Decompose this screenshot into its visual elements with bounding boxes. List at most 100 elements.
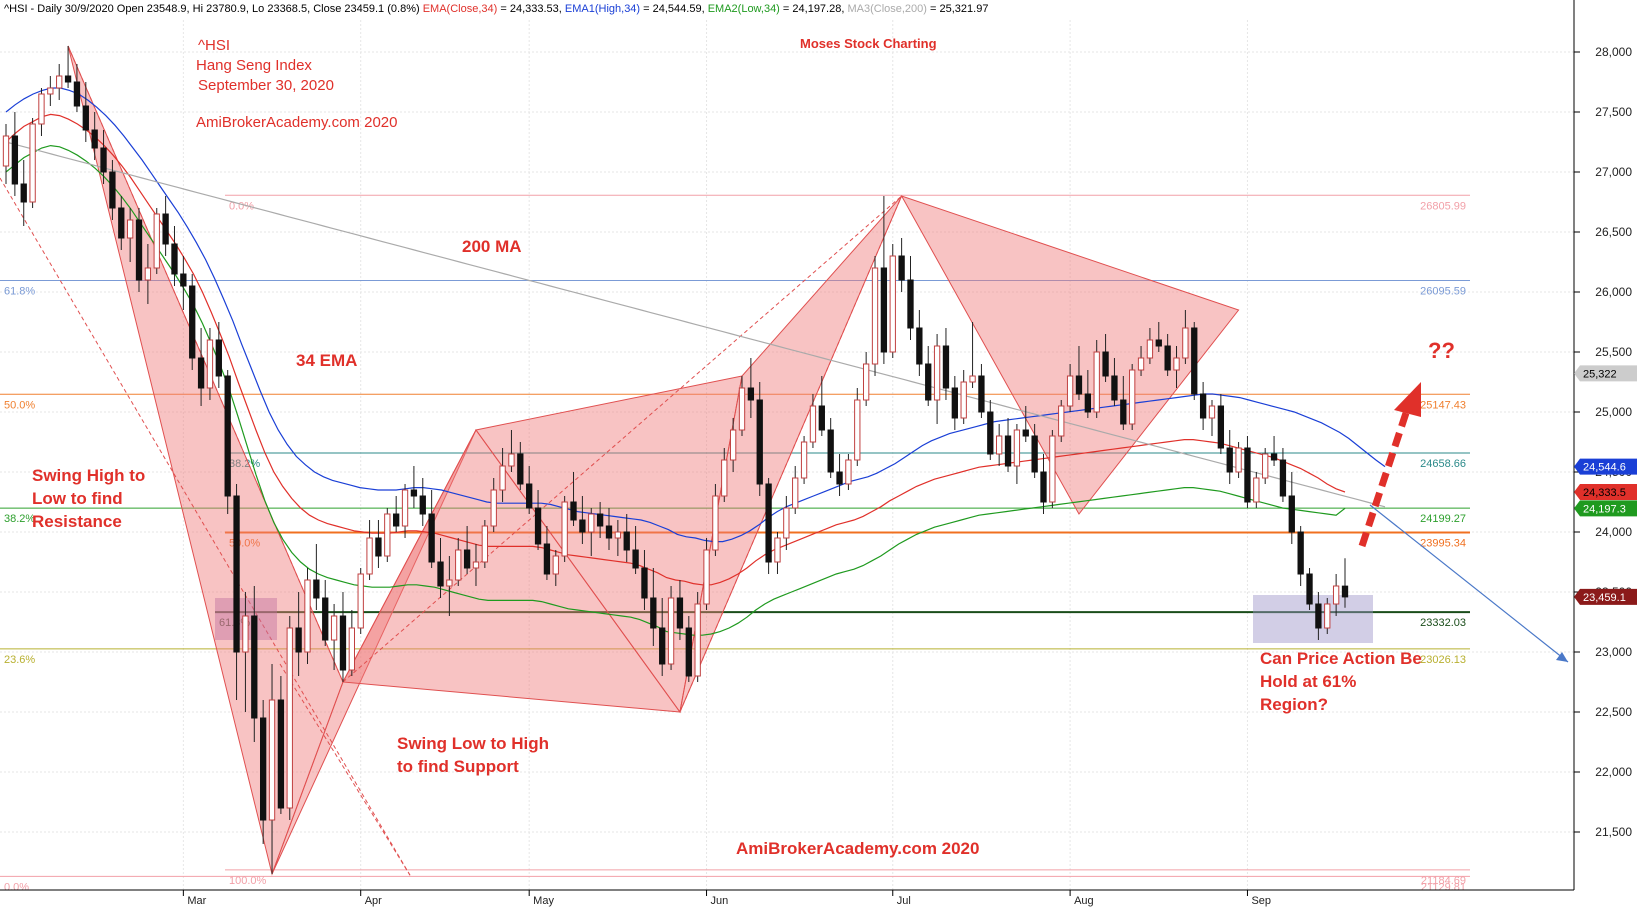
bullish-arrow-dashed <box>1358 408 1411 548</box>
candle <box>1040 454 1047 514</box>
header-open-label: Open <box>117 3 144 15</box>
header-high: 23780.9 <box>206 3 246 15</box>
candle <box>20 160 27 226</box>
header-change: (0.8%) <box>387 3 419 15</box>
candle <box>676 580 684 640</box>
candle <box>1129 364 1136 430</box>
candle <box>659 598 666 676</box>
candle <box>224 370 231 514</box>
candle <box>862 352 870 406</box>
candle <box>1306 568 1313 610</box>
candle-body <box>38 93 45 125</box>
candle-body <box>1093 351 1100 413</box>
candle <box>1137 346 1145 376</box>
candle <box>490 478 497 532</box>
candle <box>1324 598 1331 634</box>
price-axis[interactable]: 21,50022,00022,50023,00023,50024,00024,5… <box>1574 45 1632 839</box>
candle <box>596 502 604 538</box>
candle <box>534 490 542 550</box>
header-ema1-label: EMA1(High,34) <box>565 3 640 15</box>
candle <box>135 208 143 292</box>
candle-body <box>596 513 604 527</box>
candle <box>978 364 985 418</box>
candle <box>463 526 471 574</box>
candle-body <box>1270 453 1278 461</box>
candle-body <box>1341 585 1349 598</box>
candle-body <box>224 375 231 497</box>
candle <box>827 418 834 478</box>
candle <box>907 256 914 340</box>
candle <box>1155 322 1162 352</box>
level-price-label: 24199.27 <box>1420 513 1466 525</box>
candle-body <box>162 213 169 245</box>
annotation-site-bottom: AmiBrokerAcademy.com 2020 <box>736 839 979 858</box>
candle-body <box>1253 477 1260 503</box>
candle-body <box>339 615 347 671</box>
candle-body <box>1191 327 1198 395</box>
projection-trendline-arrowhead <box>1556 652 1568 662</box>
candle <box>1253 472 1260 508</box>
candle-body <box>366 537 373 575</box>
candle <box>29 118 36 208</box>
candle <box>765 478 772 574</box>
candle <box>82 82 89 142</box>
candle <box>375 520 382 568</box>
candle <box>410 466 418 508</box>
candle <box>401 484 409 538</box>
level-price-label: 23995.34 <box>1420 538 1466 550</box>
annotation-200ma: 200 MA <box>462 237 522 256</box>
candle-body <box>729 429 737 461</box>
candle <box>277 676 285 814</box>
candle <box>330 604 338 670</box>
candle <box>579 496 586 544</box>
candle-body <box>29 123 36 203</box>
candle-body <box>1111 375 1118 401</box>
candle <box>561 496 568 562</box>
price-badge-label: 24,197.3 <box>1583 503 1626 515</box>
level-percent-label: 38.2% <box>229 458 260 470</box>
candle <box>180 256 187 310</box>
price-tick-label: 26,000 <box>1595 285 1632 299</box>
candle <box>481 520 489 568</box>
price-tick-label: 27,500 <box>1595 105 1632 119</box>
candle-body <box>1332 585 1340 605</box>
candle-body <box>1208 405 1216 419</box>
candle-body <box>925 363 932 401</box>
annotation-swing-high-1: Swing High to <box>32 466 145 485</box>
candle <box>472 544 480 586</box>
price-badge-label: 24,544.6 <box>1583 462 1626 474</box>
candle <box>1013 424 1021 484</box>
candle-body <box>1155 339 1162 347</box>
candle-body <box>809 405 817 443</box>
candle-body <box>428 513 435 563</box>
candle-body <box>721 459 728 497</box>
price-tick-label: 28,000 <box>1595 45 1632 59</box>
header-low: 23368.5 <box>267 3 307 15</box>
candle <box>366 520 373 580</box>
annotation-question-1: Can Price Action Be <box>1260 649 1422 668</box>
price-badge-label: 25,322 <box>1583 368 1617 380</box>
candle-body <box>871 267 879 365</box>
candle-body <box>11 135 19 185</box>
header-low-label: Lo <box>252 3 264 15</box>
candle-body <box>605 525 613 539</box>
candle <box>570 472 577 526</box>
candle-body <box>1297 531 1304 575</box>
candle-body <box>561 501 568 557</box>
level-price-label: 26805.99 <box>1420 200 1466 212</box>
candle-body <box>1137 357 1145 371</box>
header-ema-label: EMA(Close,34) <box>423 3 498 15</box>
date-axis[interactable]: Mar Apr May Jun Jul Aug Sep <box>182 890 1271 907</box>
candle-body <box>712 495 719 551</box>
candle-body <box>517 453 524 485</box>
candle-body <box>916 327 923 365</box>
candle-body <box>490 489 497 527</box>
candle <box>384 508 391 562</box>
candle <box>419 478 426 526</box>
candle <box>259 700 267 844</box>
candle <box>623 514 630 562</box>
candle-body <box>765 483 772 563</box>
candle-body <box>641 567 648 599</box>
candle <box>774 532 781 574</box>
